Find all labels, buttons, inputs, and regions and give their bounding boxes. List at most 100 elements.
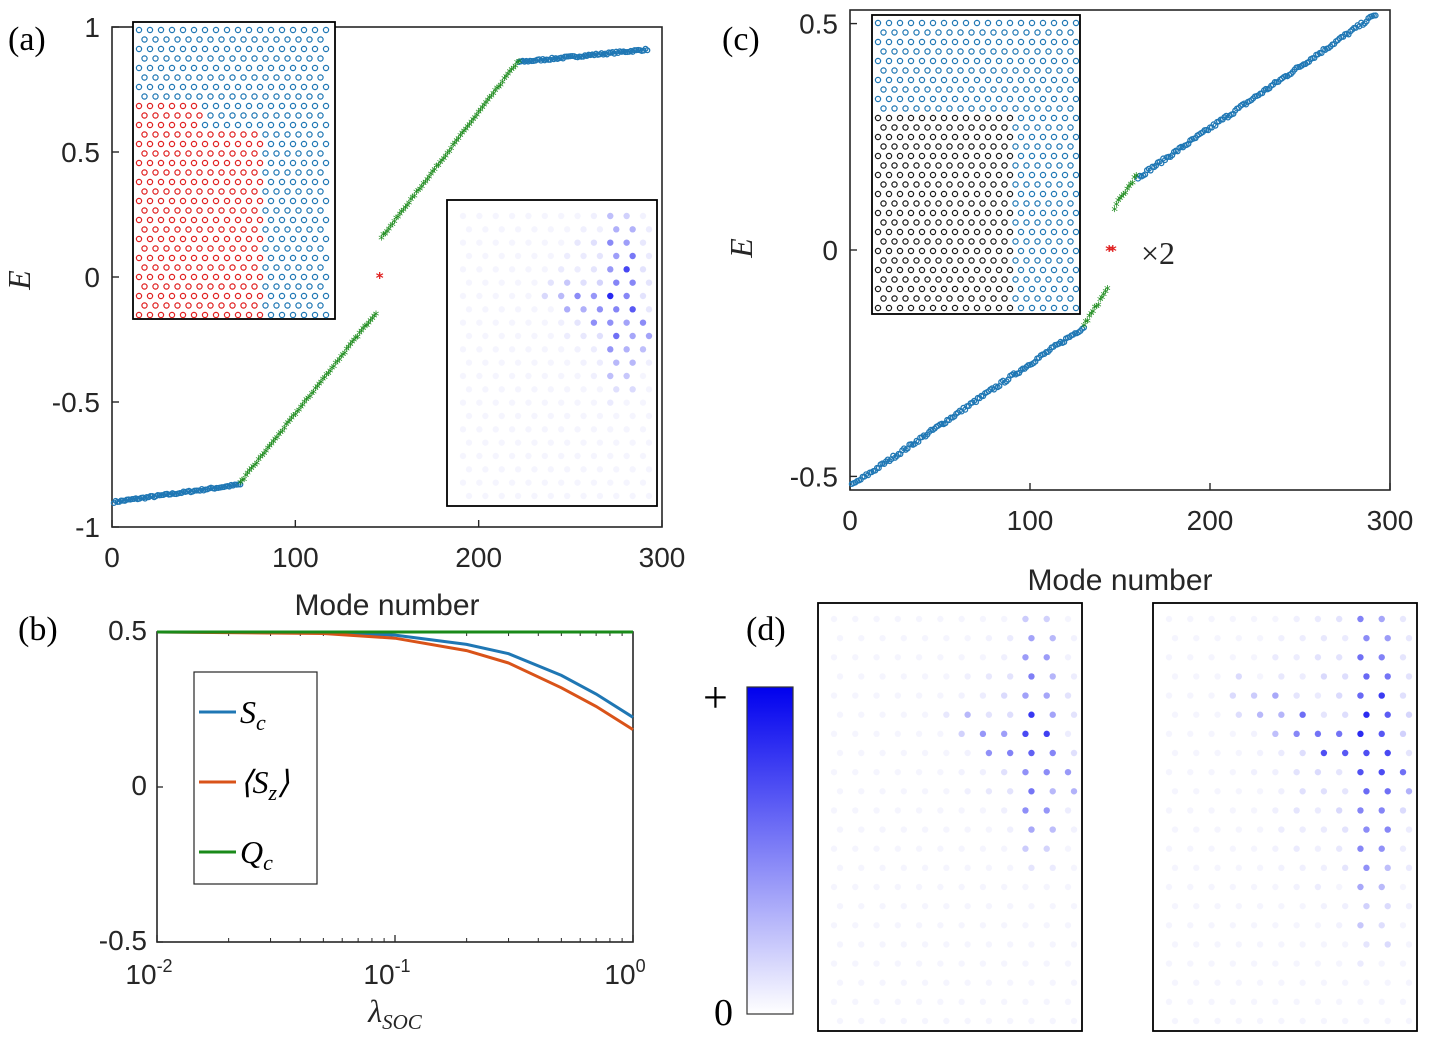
panel-a-density-site xyxy=(531,439,538,446)
panel-a-edge-point: * xyxy=(307,392,314,407)
panel-c-lattice-site xyxy=(1012,219,1019,226)
panel-a-edge-point: * xyxy=(287,416,294,431)
panel-a-lattice-site xyxy=(245,235,253,243)
panel-a-lattice-site xyxy=(207,131,214,138)
panel-a-density-site xyxy=(476,319,483,326)
panel-d-map2-density-site xyxy=(1165,998,1173,1006)
panel-c-lattice-site xyxy=(1034,295,1041,302)
panel-a-edge-point: * xyxy=(446,147,453,162)
panel-d-map1-density-site xyxy=(1070,979,1078,986)
panel-a-lattice-site xyxy=(207,55,214,62)
panel-c-lattice-site xyxy=(1072,38,1080,46)
panel-a-lattice-site xyxy=(251,36,258,43)
panel-a-lattice-site xyxy=(300,311,308,319)
panel-a-lattice-site xyxy=(311,159,319,167)
panel-c-lattice-site xyxy=(1034,200,1041,207)
panel-a-density-site xyxy=(607,372,614,380)
panel-a-lattice-site xyxy=(185,131,192,138)
panel-c-lattice-site xyxy=(885,190,893,198)
panel-d-map2-density-site xyxy=(1272,845,1279,852)
panel-a-density-site xyxy=(557,452,565,460)
panel-d-map1-density-site xyxy=(943,979,950,986)
panel-c-lattice-site xyxy=(995,76,1003,84)
panel-a-density-site xyxy=(613,332,620,340)
panel-d-map1-density-site xyxy=(836,864,844,872)
panel-a-lattice-site xyxy=(146,45,154,53)
panel-c-lattice-site xyxy=(924,181,931,188)
panel-c-lattice-site xyxy=(990,162,997,169)
panel-c-lattice-site xyxy=(1001,105,1008,112)
panel-a-density-site xyxy=(459,292,467,300)
panel-a-density-site xyxy=(492,372,499,380)
panel-a-lattice-site xyxy=(185,36,192,43)
panel-c-edge-point: * xyxy=(1092,303,1099,318)
panel-d-map1-density-site xyxy=(915,845,923,852)
panel-a-lattice-site xyxy=(251,55,258,62)
panel-d-map2-density-site xyxy=(1384,941,1391,948)
panel-c-edge-point: * xyxy=(1120,190,1127,205)
panel-d-map2-density-site xyxy=(1405,711,1413,718)
panel-a-density-site xyxy=(531,226,538,233)
panel-c-lattice-site xyxy=(951,228,959,236)
panel-d-map1-density-site xyxy=(830,654,838,661)
panel-a-density-site xyxy=(498,359,505,366)
panel-d-map2-density-site xyxy=(1384,902,1391,910)
panel-c-lattice-site xyxy=(907,133,915,141)
panel-a-density-site xyxy=(492,292,499,300)
panel-a-edge-point: * xyxy=(433,162,440,177)
panel-c-lattice-site xyxy=(984,228,992,236)
panel-a-lattice-site xyxy=(179,64,187,72)
panel-a-density-site xyxy=(557,239,565,246)
panel-a-edge-point: * xyxy=(386,225,393,240)
panel-d-map1-density-site xyxy=(900,826,908,833)
panel-a-edge-point: * xyxy=(274,433,281,448)
panel-a-lattice-site xyxy=(218,302,225,309)
panel-a-edge-point: * xyxy=(261,449,268,464)
panel-d-map2-density-site xyxy=(1256,941,1264,948)
panel-a-lattice-site xyxy=(306,112,313,119)
panel-c-lattice-site xyxy=(1039,19,1047,27)
panel-c-lattice-site xyxy=(968,67,975,74)
panel-c-lattice-site xyxy=(1061,171,1069,179)
panel-d-map2-density-site xyxy=(1235,941,1243,948)
panel-a-lattice-site xyxy=(311,178,319,186)
panel-a-lattice-site xyxy=(141,207,148,214)
panel-a-density-site xyxy=(629,439,636,446)
panel-a-density-site xyxy=(541,452,549,460)
panel-a-lattice-site xyxy=(201,254,209,262)
panel-a-density-site xyxy=(482,226,489,233)
panel-a-density-site xyxy=(613,359,620,366)
panel-a-lattice-site xyxy=(174,55,181,62)
panel-a-edge-point: * xyxy=(437,158,444,173)
degeneracy-annotation: ×2 xyxy=(1141,235,1175,271)
panel-a-lattice-site xyxy=(223,102,231,110)
panel-a-density-site xyxy=(557,292,565,300)
panel-a-lattice-site xyxy=(146,159,154,167)
panel-a-density-site xyxy=(590,426,598,433)
panel-a-density-site xyxy=(580,386,587,393)
panel-c-lattice-site xyxy=(885,209,893,217)
panel-d-map2-density-site xyxy=(1299,673,1306,680)
panel-a-lattice-site xyxy=(196,283,203,290)
panel-c-lattice-site xyxy=(1056,143,1063,150)
panel-a-lattice-site xyxy=(300,292,308,300)
panel-d-map2-density-site xyxy=(1250,845,1258,852)
panel-c-lattice-site xyxy=(968,48,975,55)
panel-a-lattice-site xyxy=(251,169,258,176)
panel-c-lattice-site xyxy=(973,247,981,255)
panel-c-lattice-site xyxy=(1072,304,1080,312)
panel-a-density-site xyxy=(508,372,516,380)
panel-a-lattice-site xyxy=(229,226,236,233)
panel-d-map2-density-site xyxy=(1235,826,1243,833)
panel-c-lattice-site xyxy=(1034,48,1041,55)
panel-a-lattice-site xyxy=(240,36,247,43)
panel-c-lattice-site xyxy=(1050,304,1058,312)
panel-a-lattice-site xyxy=(245,26,253,34)
panel-a-edge-point: * xyxy=(413,188,420,203)
panel-d-map1-density-site xyxy=(1000,654,1008,661)
panel-d-map2-density-site xyxy=(1171,826,1179,833)
panel-c-lattice-site xyxy=(1006,133,1014,141)
panel-a-edge-point: * xyxy=(479,103,486,118)
panel-d-map2-density-site xyxy=(1229,845,1237,852)
panel-c-lattice-site xyxy=(946,29,953,36)
